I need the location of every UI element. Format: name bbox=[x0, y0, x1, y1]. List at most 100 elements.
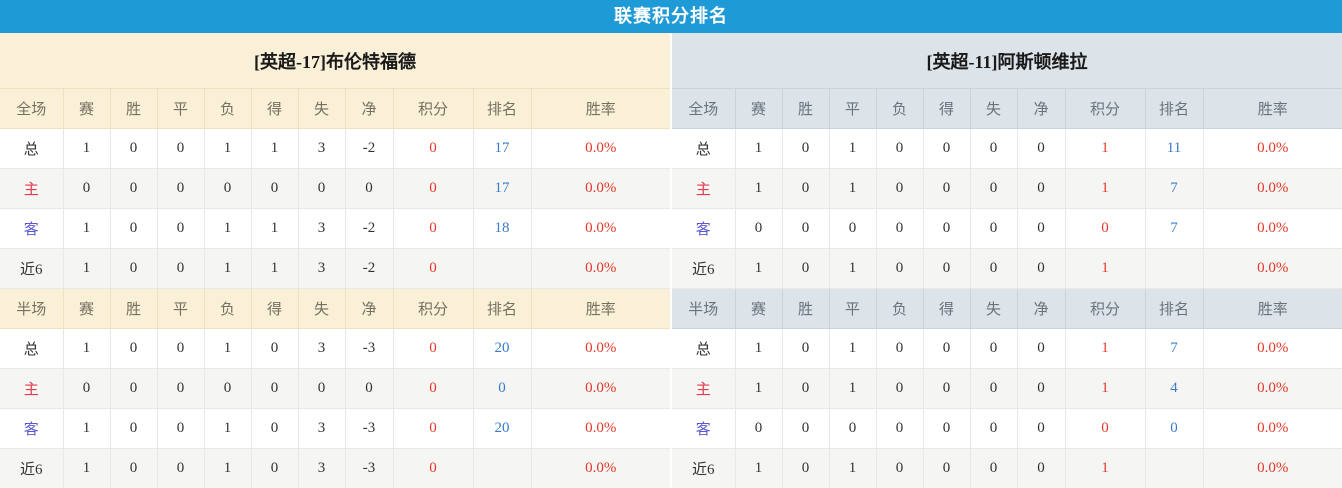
winrate-cell: 0.0% bbox=[530, 248, 670, 289]
stat-cell: 1 bbox=[203, 128, 252, 169]
stat-cell: -2 bbox=[344, 248, 394, 289]
stat-cell: 0 bbox=[781, 328, 830, 369]
stat-cell: 0 bbox=[1016, 448, 1066, 488]
column-header: 赛 bbox=[734, 288, 783, 329]
column-header: 胜率 bbox=[530, 288, 670, 329]
winrate-cell: 0.0% bbox=[1202, 168, 1342, 209]
team-panel-left: [英超-17]布伦特福德 全场赛胜平负得失净积分 排名 胜率总 1 0 0 1 1 3 -2 0 17… bbox=[0, 33, 670, 488]
points-cell: 0 bbox=[392, 128, 474, 169]
stat-cell: 0 bbox=[109, 208, 158, 249]
points-cell: 0 bbox=[392, 208, 474, 249]
rank-cell: 11 bbox=[1144, 128, 1204, 169]
column-header: 胜 bbox=[781, 288, 830, 329]
column-header: 负 bbox=[875, 88, 924, 129]
stat-cell: 1 bbox=[734, 368, 783, 409]
stat-cell: 0 bbox=[781, 128, 830, 169]
column-header: 得 bbox=[922, 88, 971, 129]
stat-row: 客 0 0 0 0 0 0 0 0 0 0.0% bbox=[672, 408, 1342, 449]
stats-table-left: 全场赛胜平负得失净积分 排名 胜率总 1 0 0 1 1 3 -2 0 17 0.0% 主 0 0 0 0 0 0 0 0… bbox=[0, 88, 670, 488]
stat-cell: 0 bbox=[734, 208, 783, 249]
stats-table-right: 全场赛胜平负得失净积分 排名 胜率总 1 0 1 0 0 0 0 1 11 0.0% 主 1 0 1 0 0 0 0 1 7… bbox=[672, 88, 1342, 488]
column-header: 积分 bbox=[392, 88, 474, 129]
winrate-cell: 0.0% bbox=[530, 328, 670, 369]
winrate-cell: 0.0% bbox=[1202, 448, 1342, 488]
column-header: 排名 bbox=[472, 88, 532, 129]
stat-cell: 1 bbox=[62, 208, 111, 249]
stat-cell: 0 bbox=[781, 248, 830, 289]
column-header: 失 bbox=[297, 288, 346, 329]
stat-cell: 0 bbox=[922, 408, 971, 449]
stat-cell: 1 bbox=[62, 408, 111, 449]
stat-cell: 0 bbox=[875, 248, 924, 289]
stat-cell: 1 bbox=[203, 448, 252, 488]
stat-cell: 0 bbox=[875, 128, 924, 169]
stat-cell: 0 bbox=[781, 408, 830, 449]
stat-cell: 0 bbox=[922, 328, 971, 369]
stat-cell: 3 bbox=[297, 408, 346, 449]
points-cell: 0 bbox=[392, 168, 474, 209]
stat-cell: 1 bbox=[734, 328, 783, 369]
stat-cell: 0 bbox=[922, 248, 971, 289]
stat-cell: 0 bbox=[969, 128, 1018, 169]
column-header: 负 bbox=[203, 288, 252, 329]
column-header: 失 bbox=[969, 288, 1018, 329]
stat-cell: 0 bbox=[969, 328, 1018, 369]
scope-label: 全场 bbox=[0, 88, 64, 129]
stat-cell: 3 bbox=[297, 448, 346, 488]
points-cell: 1 bbox=[1064, 128, 1146, 169]
stat-cell: 1 bbox=[828, 248, 877, 289]
winrate-cell: 0.0% bbox=[1202, 328, 1342, 369]
column-header: 净 bbox=[344, 288, 394, 329]
stat-cell: 0 bbox=[781, 448, 830, 488]
section-header-row: 全场赛胜平负得失净积分 排名 胜率 bbox=[0, 88, 670, 129]
stat-cell: -3 bbox=[344, 408, 394, 449]
rank-cell: 20 bbox=[472, 408, 532, 449]
stat-cell: 0 bbox=[250, 408, 299, 449]
rank-cell: 7 bbox=[1144, 328, 1204, 369]
stat-cell: 0 bbox=[62, 168, 111, 209]
column-header: 胜率 bbox=[530, 88, 670, 129]
stat-cell: 0 bbox=[156, 408, 205, 449]
column-header: 积分 bbox=[1064, 288, 1146, 329]
stat-cell: 0 bbox=[250, 448, 299, 488]
stat-row: 近6 1 0 1 0 0 0 0 1 0.0% bbox=[672, 448, 1342, 488]
column-header: 负 bbox=[875, 288, 924, 329]
rank-cell bbox=[1144, 248, 1204, 289]
scope-label: 全场 bbox=[672, 88, 736, 129]
points-cell: 0 bbox=[392, 328, 474, 369]
stat-cell: 1 bbox=[734, 248, 783, 289]
stat-cell: 0 bbox=[250, 368, 299, 409]
points-cell: 0 bbox=[1064, 208, 1146, 249]
stat-cell: -3 bbox=[344, 328, 394, 369]
row-label: 主 bbox=[672, 168, 736, 209]
stat-cell: 0 bbox=[969, 368, 1018, 409]
rank-cell bbox=[1144, 448, 1204, 488]
stat-cell: 0 bbox=[297, 168, 346, 209]
stat-cell: 0 bbox=[1016, 328, 1066, 369]
stat-cell: 1 bbox=[828, 368, 877, 409]
rank-cell: 4 bbox=[1144, 368, 1204, 409]
stat-cell: 0 bbox=[1016, 168, 1066, 209]
stat-cell: 0 bbox=[969, 208, 1018, 249]
points-cell: 0 bbox=[392, 448, 474, 488]
stat-cell: 0 bbox=[1016, 368, 1066, 409]
stat-cell: 3 bbox=[297, 248, 346, 289]
scope-label: 半场 bbox=[0, 288, 64, 329]
column-header: 净 bbox=[344, 88, 394, 129]
stat-cell: 0 bbox=[1016, 248, 1066, 289]
points-cell: 0 bbox=[392, 408, 474, 449]
stat-cell: 0 bbox=[922, 128, 971, 169]
column-header: 胜 bbox=[109, 288, 158, 329]
column-header: 失 bbox=[297, 88, 346, 129]
stat-cell: 0 bbox=[109, 248, 158, 289]
stat-cell: 0 bbox=[828, 208, 877, 249]
stat-cell: 1 bbox=[203, 328, 252, 369]
scope-label: 半场 bbox=[672, 288, 736, 329]
points-cell: 0 bbox=[392, 248, 474, 289]
column-header: 积分 bbox=[392, 288, 474, 329]
stat-cell: 0 bbox=[156, 448, 205, 488]
column-header: 得 bbox=[922, 288, 971, 329]
column-header: 得 bbox=[250, 288, 299, 329]
rank-cell: 17 bbox=[472, 128, 532, 169]
stat-row: 客 1 0 0 1 0 3 -3 0 20 0.0% bbox=[0, 408, 670, 449]
